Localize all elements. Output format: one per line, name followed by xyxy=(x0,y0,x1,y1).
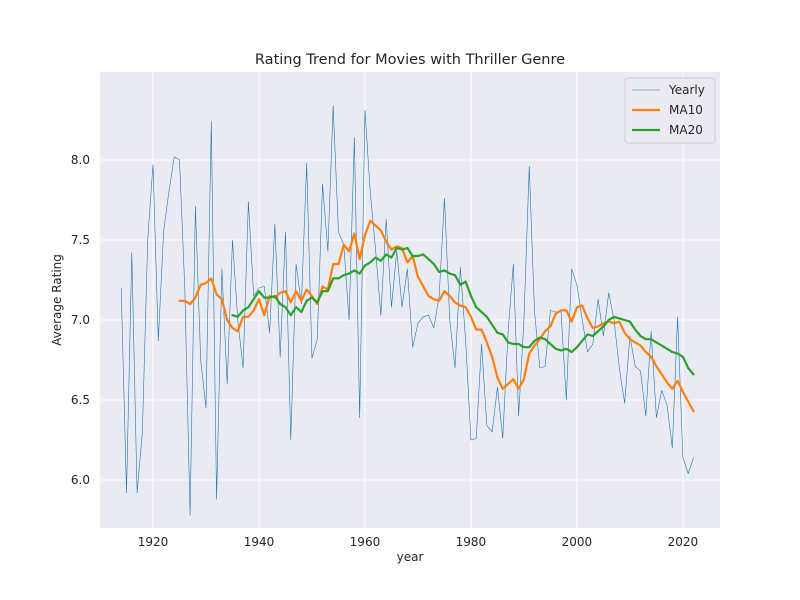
x-tick-label: 2020 xyxy=(668,535,699,549)
y-tick-label: 7.5 xyxy=(71,233,90,247)
y-tick-label: 6.0 xyxy=(71,473,90,487)
x-tick-label: 1960 xyxy=(350,535,381,549)
series-line-yearly xyxy=(120,105,694,516)
legend-label-ma10: MA10 xyxy=(669,103,703,117)
y-tick-label: 7.0 xyxy=(71,313,90,327)
series-layer xyxy=(120,105,695,516)
tick-labels: 1920 1940 1960 1980 2000 2020 6.0 6.5 7.0 7.5 8.0 xyxy=(71,153,698,549)
x-tick-label: 2000 xyxy=(562,535,593,549)
legend: Yearly MA10 MA20 xyxy=(624,77,716,144)
y-tick-label: 6.5 xyxy=(71,393,90,407)
legend-box xyxy=(624,77,716,144)
chart-title: Rating Trend for Movies with Thriller Ge… xyxy=(255,52,565,68)
grid-lines xyxy=(100,72,720,528)
plot-area xyxy=(100,72,720,528)
legend-label-ma20: MA20 xyxy=(669,123,703,137)
legend-label-yearly: Yearly xyxy=(668,83,705,97)
x-axis-label: year xyxy=(397,550,424,564)
x-tick-label: 1980 xyxy=(456,535,487,549)
series-line-ma20 xyxy=(231,246,695,376)
y-tick-label: 8.0 xyxy=(71,153,90,167)
y-axis-label: Average Rating xyxy=(50,254,64,346)
x-tick-label: 1940 xyxy=(244,535,275,549)
x-tick-label: 1920 xyxy=(138,535,169,549)
